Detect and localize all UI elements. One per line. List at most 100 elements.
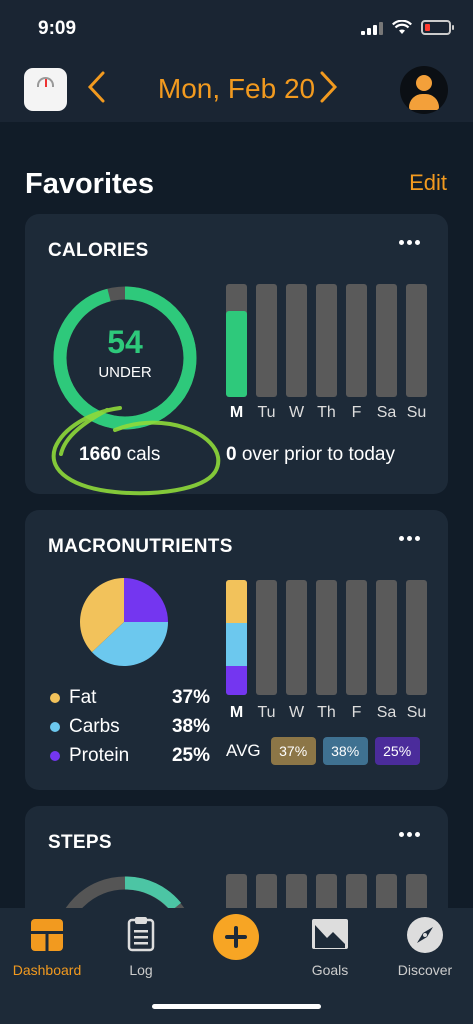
steps-day-bar [256, 874, 277, 908]
pie-slice-protein [124, 578, 168, 622]
calories-title: CALORIES [48, 240, 149, 261]
avg-protein-badge: 25% [374, 737, 420, 765]
steps-week-bars [226, 874, 427, 908]
calories-day-label: Tu [257, 404, 276, 421]
calories-ring: 54 UNDER [51, 284, 199, 432]
steps-day-bar [376, 874, 397, 908]
wifi-icon [392, 20, 412, 34]
steps-more-icon[interactable] [399, 832, 420, 837]
macro-bar-segment [226, 622, 247, 667]
legend-carbs: Carbs 38% [50, 712, 210, 741]
calories-day-bar [376, 284, 397, 397]
battery-icon [421, 20, 454, 35]
carbs-label: Carbs [69, 715, 120, 737]
steps-day-bar [316, 874, 337, 908]
macros-day-label: Su [406, 704, 427, 721]
macros-day-labels: M Tu W Th F Sa Su [224, 704, 429, 722]
clipboard-icon [127, 917, 155, 952]
calories-more-icon[interactable] [399, 240, 420, 245]
pie-slice-fat [80, 578, 124, 653]
fat-label: Fat [69, 686, 97, 708]
home-indicator [152, 1004, 321, 1009]
scale-icon[interactable] [24, 68, 67, 111]
tab-goals-label: Goals [311, 962, 349, 978]
protein-dot-icon [50, 750, 60, 761]
macronutrients-card[interactable]: MACRONUTRIENTS Fat 37% Carbs 38% Protein… [25, 510, 448, 790]
macros-day-label: W [288, 704, 305, 721]
prev-day-chevron-icon[interactable] [86, 70, 106, 111]
macros-day-label: F [351, 704, 362, 721]
pie-slice-carbs [91, 622, 168, 666]
macros-day-label: Th [317, 704, 336, 721]
calories-total: 1660 cals [79, 444, 160, 466]
calories-day-bar [316, 284, 337, 397]
macros-day-bar [406, 580, 427, 695]
calories-day-label: M [229, 404, 244, 421]
avg-carbs-badge: 38% [322, 737, 368, 765]
calories-day-bar [346, 284, 367, 397]
calories-day-label: Th [317, 404, 336, 421]
tab-log-label: Log [129, 962, 153, 978]
calories-day-bar [286, 284, 307, 397]
calories-day-labels: M Tu W Th F Sa Su [224, 404, 429, 422]
protein-value: 25% [171, 744, 210, 766]
current-date[interactable]: Mon, Feb 20 [157, 73, 316, 104]
avg-label: AVG [226, 741, 261, 760]
steps-day-bar [286, 874, 307, 908]
macros-day-label: Sa [376, 704, 397, 721]
status-icons [361, 20, 454, 35]
macros-day-bar [316, 580, 337, 695]
steps-ring [65, 876, 185, 908]
carbs-value: 38% [171, 715, 210, 737]
carbs-dot-icon [50, 721, 60, 732]
calories-day-label: F [351, 404, 362, 421]
over-prior-text: over prior to today [241, 444, 395, 465]
tab-discover-label: Discover [397, 962, 453, 978]
macro-bar-segment [226, 666, 247, 695]
macros-day-label: Tu [257, 704, 276, 721]
macros-day-bar [256, 580, 277, 695]
calories-day-bar [226, 284, 247, 397]
steps-card[interactable]: STEPS [25, 806, 448, 908]
macros-legend: Fat 37% Carbs 38% Protein 25% [50, 683, 210, 770]
macro-bar-segment [226, 580, 247, 623]
macros-day-bar [286, 580, 307, 695]
compass-icon [407, 917, 443, 953]
bottom-tab-bar: Dashboard Log Goals Discover [0, 908, 473, 1024]
macros-title: MACRONUTRIENTS [48, 536, 233, 557]
add-entry-plus-icon[interactable] [213, 914, 259, 960]
macros-pie-chart [78, 576, 170, 673]
date-navbar: Mon, Feb 20 [0, 56, 473, 122]
tab-dashboard-label: Dashboard [12, 962, 82, 978]
calories-over-prior: 0 over prior to today [226, 444, 395, 466]
calories-day-label: Su [406, 404, 427, 421]
macros-more-icon[interactable] [399, 536, 420, 541]
status-time: 9:09 [38, 18, 77, 39]
calories-card[interactable]: CALORIES 54 UNDER M Tu W Th F Sa Su 1660 cals … [25, 214, 448, 496]
macros-average-row: AVG 37% 38% 25% [226, 737, 420, 765]
fat-dot-icon [50, 692, 60, 703]
steps-day-bar [226, 874, 247, 908]
status-bar: 9:09 [0, 0, 473, 56]
calories-week-bars [226, 284, 427, 397]
calories-under-value: 54 [107, 324, 143, 360]
steps-title: STEPS [48, 832, 112, 853]
steps-day-bar [406, 874, 427, 908]
protein-label: Protein [69, 744, 130, 766]
calories-day-label: W [288, 404, 305, 421]
signal-icon [361, 21, 383, 35]
calories-day-bar [256, 284, 277, 397]
calories-bar-fill [226, 311, 247, 397]
calories-total-value: 1660 [79, 444, 122, 465]
over-prior-value: 0 [226, 444, 237, 465]
macros-day-bar [346, 580, 367, 695]
green-scribble-highlight [51, 406, 221, 496]
steps-day-bar [346, 874, 367, 908]
dashboard-icon [31, 919, 63, 951]
goals-chart-icon [312, 919, 348, 949]
next-day-chevron-icon[interactable] [319, 70, 339, 111]
edit-button[interactable]: Edit [409, 170, 447, 195]
macros-week-bars [226, 580, 427, 695]
profile-avatar-icon[interactable] [400, 66, 448, 114]
calories-day-bar [406, 284, 427, 397]
